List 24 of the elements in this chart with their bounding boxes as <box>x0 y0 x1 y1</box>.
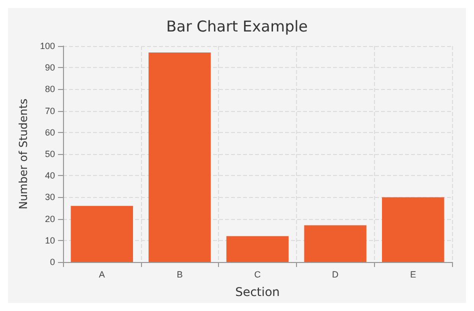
x-tick-label: C <box>254 270 262 280</box>
chart-title: Bar Chart Example <box>166 18 308 36</box>
y-tick-label: 70 <box>44 106 55 116</box>
x-axis-title: Section <box>235 285 280 299</box>
y-tick-label: 10 <box>44 235 55 246</box>
x-tick-label: A <box>98 270 105 280</box>
y-tick-label: 20 <box>44 214 55 224</box>
bar <box>148 52 211 262</box>
x-tick-label: B <box>176 270 183 280</box>
bar <box>382 197 444 262</box>
x-tick-label: E <box>410 270 416 280</box>
y-tick-label: 40 <box>44 170 55 181</box>
y-axis-title: Number of Students <box>17 98 30 210</box>
y-tick-label: 100 <box>40 41 55 51</box>
y-tick-label: 80 <box>44 84 55 94</box>
x-tick-label: D <box>332 270 340 280</box>
y-tick-label: 60 <box>44 127 55 138</box>
y-tick-label: 0 <box>50 257 55 267</box>
y-tick-label: 30 <box>44 192 55 202</box>
y-tick-label: 50 <box>44 149 55 159</box>
y-tick-label: 90 <box>44 62 55 73</box>
bar <box>70 206 134 262</box>
bar <box>226 236 289 262</box>
bar <box>304 225 366 262</box>
